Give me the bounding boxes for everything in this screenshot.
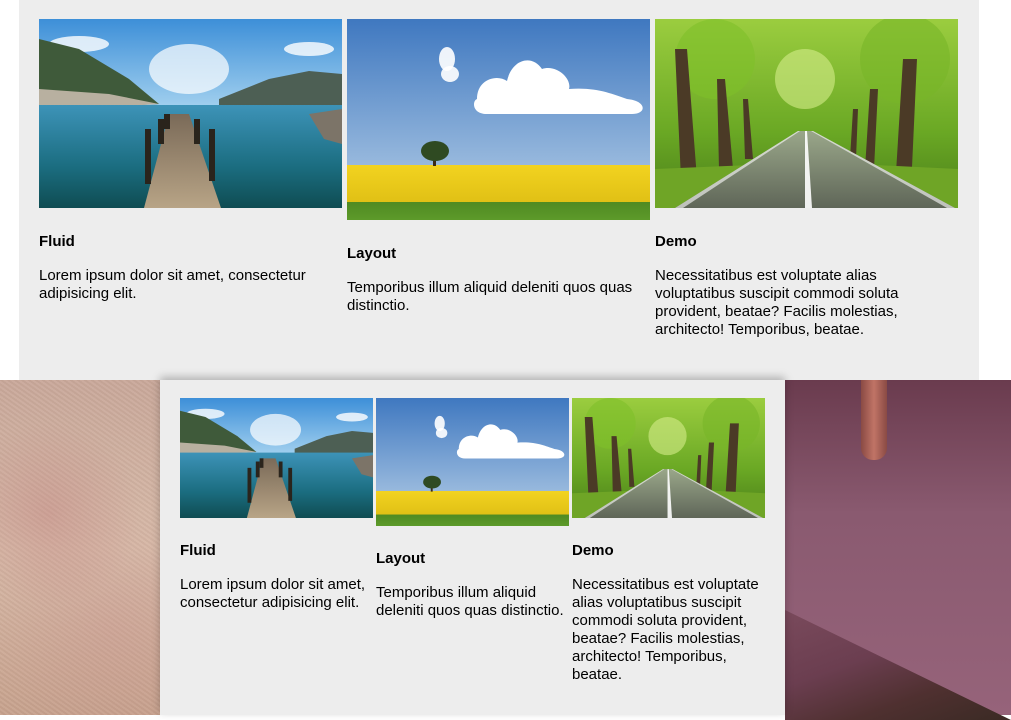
column-layout: Layout Temporibus illum aliquid deleniti… [347, 19, 650, 315]
tree-in-yellow-field-photo [376, 398, 569, 526]
column-demo: Demo Necessitatibus est voluptate alias … [655, 19, 958, 339]
textured-wall-background [0, 380, 160, 715]
column-demo: Demo Necessitatibus est voluptate alias … [572, 398, 765, 684]
column-title: Layout [376, 550, 426, 567]
column-layout: Layout Temporibus illum aliquid deleniti… [376, 398, 569, 620]
narrow-layout-preview: Fluid Lorem ipsum dolor sit amet, consec… [0, 380, 1011, 720]
column-text: Lorem ipsum dolor sit amet, consectetur … [39, 267, 306, 302]
column-title: Demo [572, 542, 614, 559]
column-title: Fluid [39, 233, 75, 250]
tree-in-yellow-field-photo [347, 19, 650, 220]
column-title: Demo [655, 233, 697, 250]
wide-layout-panel: Fluid Lorem ipsum dolor sit amet, consec… [19, 0, 979, 380]
pier-over-lake-photo [180, 398, 373, 518]
column-fluid: Fluid Lorem ipsum dolor sit amet, consec… [180, 398, 373, 612]
tree-lined-road-photo [655, 19, 958, 208]
pink-furniture-background [785, 380, 1011, 720]
column-text: Temporibus illum aliquid deleniti quos q… [347, 279, 633, 314]
narrow-layout-panel: Fluid Lorem ipsum dolor sit amet, consec… [160, 380, 785, 715]
column-text: Temporibus illum aliquid deleniti quos q… [376, 584, 564, 619]
column-text: Necessitatibus est voluptate alias volup… [655, 267, 899, 338]
column-fluid: Fluid Lorem ipsum dolor sit amet, consec… [39, 19, 342, 303]
column-text: Necessitatibus est voluptate alias volup… [572, 576, 759, 683]
column-text: Lorem ipsum dolor sit amet, consectetur … [180, 576, 366, 611]
column-title: Fluid [180, 542, 216, 559]
pier-over-lake-photo [39, 19, 342, 208]
column-title: Layout [347, 245, 397, 262]
tree-lined-road-photo [572, 398, 765, 518]
